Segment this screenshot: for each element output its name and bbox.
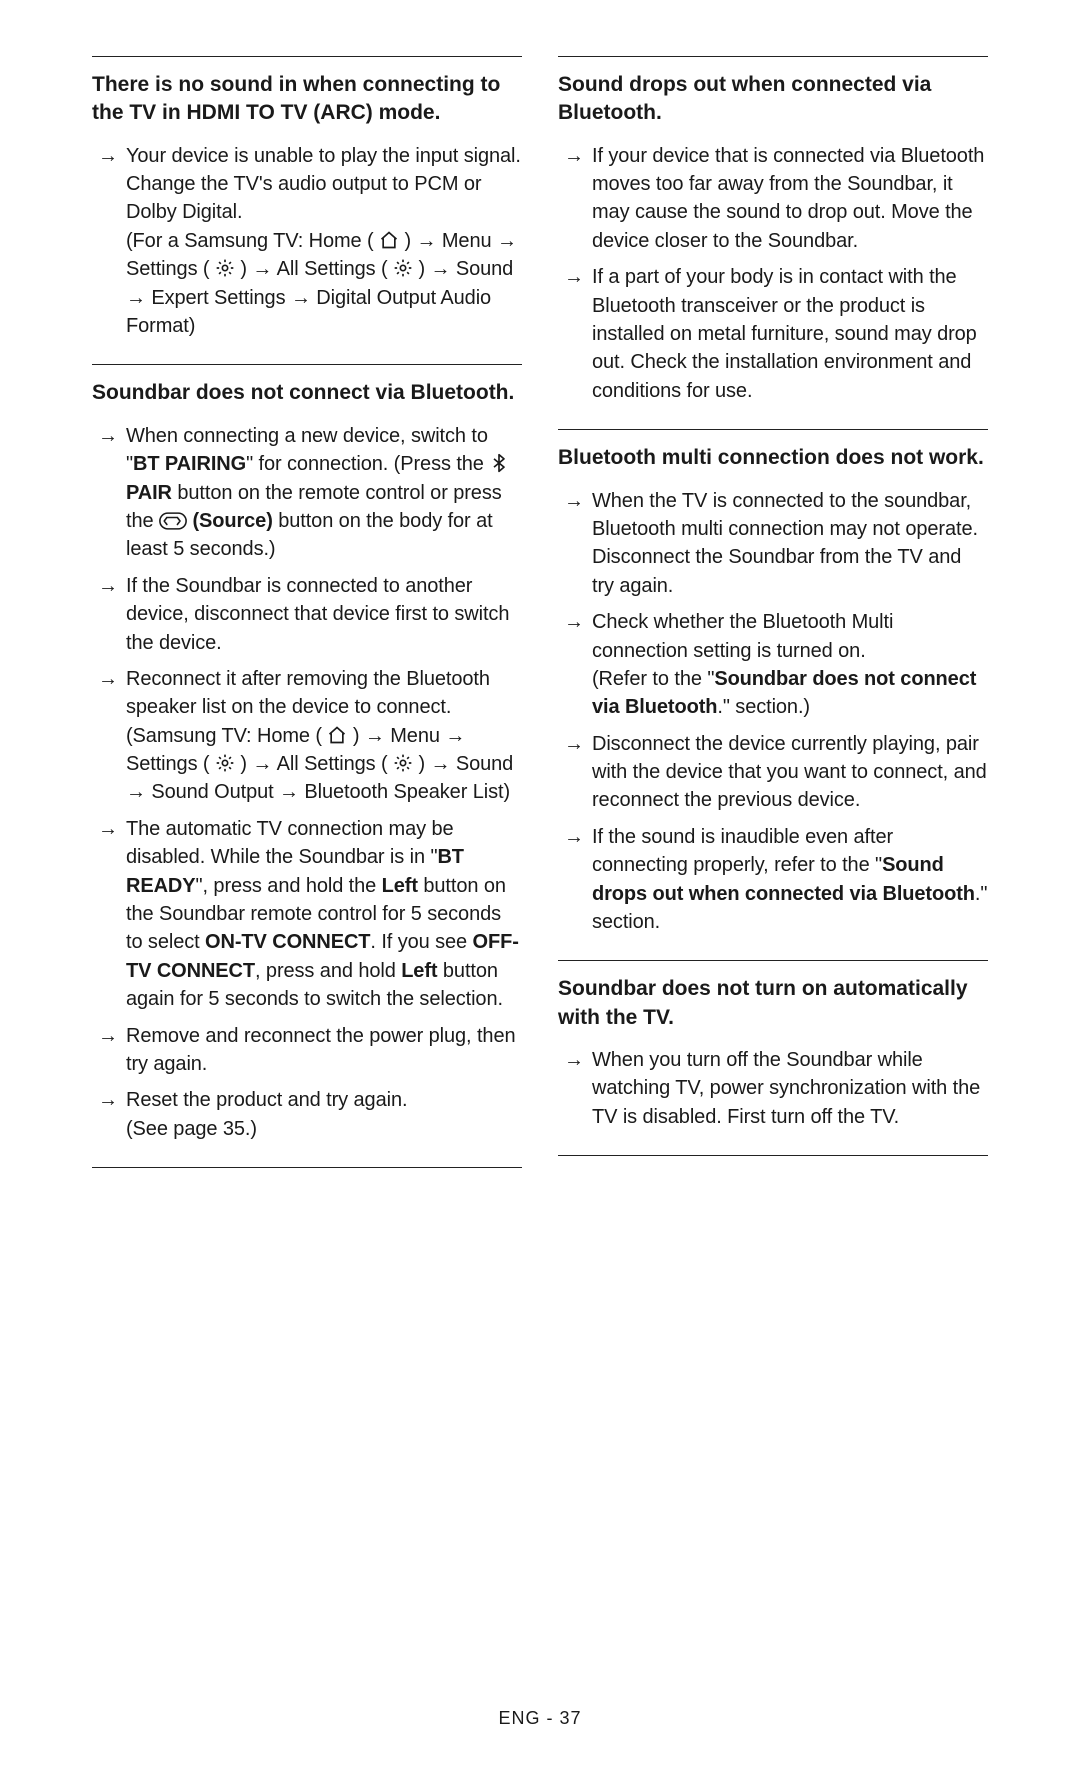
settings-icon bbox=[393, 753, 413, 773]
list-item: When you turn off the Soundbar while wat… bbox=[558, 1046, 988, 1131]
list-item: If your device that is connected via Blu… bbox=[558, 142, 988, 256]
right-column: Sound drops out when connected via Bluet… bbox=[558, 56, 988, 1168]
list-item: Reconnect it after removing the Bluetoot… bbox=[92, 665, 522, 807]
list-item: Reset the product and try again.(See pag… bbox=[92, 1086, 522, 1143]
columns: There is no sound in when connecting to … bbox=[92, 56, 988, 1168]
list-item: Disconnect the device currently playing,… bbox=[558, 730, 988, 815]
bluetooth-icon bbox=[489, 453, 509, 473]
page: There is no sound in when connecting to … bbox=[0, 0, 1080, 1769]
section-title: Soundbar does not turn on automatically … bbox=[558, 975, 988, 1032]
bold-text: Soundbar does not connect via Bluetooth bbox=[592, 668, 976, 718]
section-title: There is no sound in when connecting to … bbox=[92, 71, 522, 128]
bold-text: Left bbox=[382, 875, 418, 897]
section-title: Sound drops out when connected via Bluet… bbox=[558, 71, 988, 128]
troubleshoot-section: Sound drops out when connected via Bluet… bbox=[558, 56, 988, 429]
section-title: Bluetooth multi connection does not work… bbox=[558, 444, 988, 472]
list-item: When the TV is connected to the soundbar… bbox=[558, 487, 988, 601]
settings-icon bbox=[215, 753, 235, 773]
item-list: When the TV is connected to the soundbar… bbox=[558, 487, 988, 937]
troubleshoot-section: Soundbar does not turn on automatically … bbox=[558, 960, 988, 1156]
list-item: The automatic TV connection may be disab… bbox=[92, 815, 522, 1014]
home-icon bbox=[327, 725, 347, 745]
list-item: If a part of your body is in contact wit… bbox=[558, 263, 988, 405]
list-item: If the sound is inaudible even after con… bbox=[558, 823, 988, 937]
item-list: When you turn off the Soundbar while wat… bbox=[558, 1046, 988, 1131]
bold-text: PAIR bbox=[126, 482, 172, 504]
troubleshoot-section: Soundbar does not connect via Bluetooth.… bbox=[92, 364, 522, 1168]
bold-text: ON-TV CONNECT bbox=[205, 931, 370, 953]
section-title: Soundbar does not connect via Bluetooth. bbox=[92, 379, 522, 407]
bold-text: Sound drops out when connected via Bluet… bbox=[592, 854, 975, 904]
list-item: If the Soundbar is connected to another … bbox=[92, 572, 522, 657]
page-footer: ENG - 37 bbox=[92, 1708, 988, 1729]
list-item: Remove and reconnect the power plug, the… bbox=[92, 1022, 522, 1079]
item-list: Your device is unable to play the input … bbox=[92, 142, 522, 341]
item-list: If your device that is connected via Blu… bbox=[558, 142, 988, 406]
list-item: When connecting a new device, switch to … bbox=[92, 422, 522, 564]
troubleshoot-section: Bluetooth multi connection does not work… bbox=[558, 429, 988, 960]
settings-icon bbox=[393, 258, 413, 278]
home-icon bbox=[379, 230, 399, 250]
bold-text: (Source) bbox=[192, 510, 272, 532]
troubleshoot-section: There is no sound in when connecting to … bbox=[92, 56, 522, 364]
list-item: Your device is unable to play the input … bbox=[92, 142, 522, 341]
settings-icon bbox=[215, 258, 235, 278]
source-icon bbox=[159, 512, 187, 530]
bold-text: Left bbox=[401, 960, 437, 982]
bold-text: BT PAIRING bbox=[133, 453, 246, 475]
left-column: There is no sound in when connecting to … bbox=[92, 56, 522, 1168]
item-list: When connecting a new device, switch to … bbox=[92, 422, 522, 1143]
list-item: Check whether the Bluetooth Multi connec… bbox=[558, 608, 988, 722]
